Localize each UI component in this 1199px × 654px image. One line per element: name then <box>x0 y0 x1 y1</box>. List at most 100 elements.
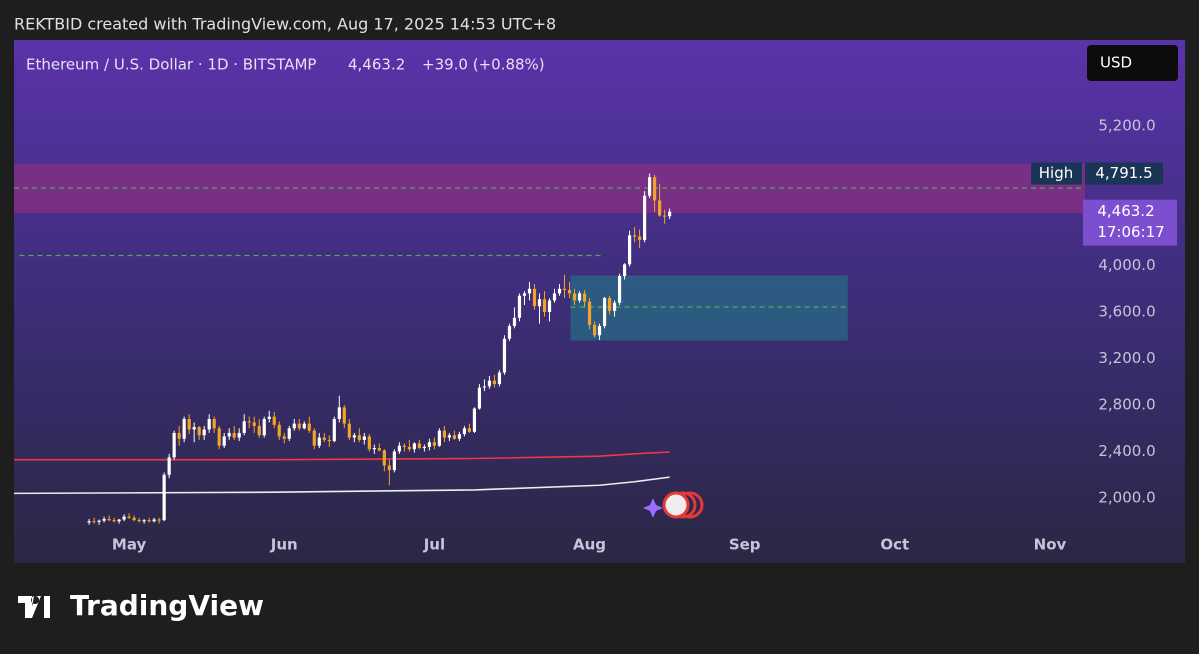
candle-body <box>227 432 231 437</box>
candle-body <box>457 434 462 439</box>
candle-body <box>232 432 236 438</box>
candle-body <box>202 429 206 436</box>
candle-body <box>417 443 421 449</box>
candle-body <box>582 293 587 302</box>
currency-label[interactable]: USD <box>1100 54 1132 72</box>
candle-body <box>222 436 226 446</box>
candle-body <box>642 195 647 240</box>
candle-body <box>587 301 592 325</box>
header-change: +39.0 (+0.88%) <box>422 56 545 74</box>
candle-body <box>352 435 356 438</box>
x-tick-label: Nov <box>1034 536 1067 554</box>
candle-body <box>312 430 316 446</box>
candle-body <box>282 436 286 439</box>
candle-body <box>557 288 562 294</box>
candle-body <box>532 288 537 307</box>
x-tick-label: Oct <box>880 536 909 554</box>
y-tick-label: 3,600.0 <box>1098 303 1155 321</box>
candle-body <box>297 423 301 429</box>
candle-body <box>452 435 457 439</box>
currency-button[interactable] <box>1087 45 1178 81</box>
candle-body <box>332 418 336 442</box>
candle-body <box>367 436 371 450</box>
candle-body <box>217 428 221 446</box>
candle-body <box>182 418 186 439</box>
candle-body <box>337 407 341 419</box>
attribution: REKTBID created with TradingView.com, Au… <box>14 15 556 34</box>
candle-body <box>663 215 667 217</box>
candle-body <box>482 386 487 388</box>
candle-body <box>612 302 617 311</box>
candle-body <box>92 521 96 523</box>
candle-body <box>627 235 632 265</box>
candle-body <box>632 235 637 237</box>
candle-body <box>647 177 652 196</box>
y-tick-label: 4,000.0 <box>1098 256 1155 274</box>
last-price: 4,463.2 <box>1097 202 1154 220</box>
y-tick-label: 2,800.0 <box>1098 396 1155 414</box>
candle-body <box>572 293 577 301</box>
candle-body <box>437 430 441 446</box>
y-tick-label: 2,000.0 <box>1098 489 1155 507</box>
candle-body <box>432 442 436 446</box>
candle-body <box>622 264 627 276</box>
candle-body <box>552 293 557 301</box>
candle-body <box>512 317 517 326</box>
candle-body <box>172 432 176 458</box>
candle-body <box>467 428 472 432</box>
candle-body <box>262 418 266 436</box>
candle-body <box>112 520 116 522</box>
brand-logo <box>18 596 50 618</box>
candle-body <box>442 430 447 438</box>
x-tick-label: Jul <box>423 536 445 554</box>
event-icon <box>643 491 704 519</box>
candle-body <box>602 298 607 326</box>
candle-body <box>537 299 542 307</box>
candle-body <box>377 448 381 451</box>
candle-body <box>372 448 376 450</box>
candle-body <box>157 519 161 521</box>
candle-body <box>142 520 146 522</box>
candle-body <box>397 445 401 452</box>
candle-body <box>137 520 141 522</box>
candle-body <box>167 457 171 475</box>
candle-body <box>658 200 662 216</box>
candle-body <box>597 325 602 336</box>
candle-body <box>117 519 121 522</box>
candle-body <box>302 423 306 429</box>
candle-body <box>497 372 502 385</box>
y-tick-label: 5,200.0 <box>1098 117 1155 135</box>
candle-body <box>462 428 467 435</box>
candle-body <box>277 424 281 437</box>
candle-body <box>327 439 331 442</box>
candle-body <box>542 299 547 313</box>
high-value: 4,791.5 <box>1095 164 1152 182</box>
brand: TradingView <box>70 589 264 622</box>
candle-body <box>242 421 246 433</box>
candle-body <box>502 338 507 373</box>
candle-body <box>607 298 612 311</box>
zone <box>570 275 848 341</box>
chart-title: Ethereum / U.S. Dollar · 1D · BITSTAMP <box>26 56 316 74</box>
candle-body <box>577 293 582 301</box>
candle-body <box>668 211 672 217</box>
x-tick-label: May <box>112 536 147 554</box>
candle-body <box>237 432 241 438</box>
candle-body <box>342 407 346 424</box>
moving-average <box>13 476 670 495</box>
y-tick-label: 2,400.0 <box>1098 442 1155 460</box>
candle-body <box>422 446 426 449</box>
candle-body <box>407 446 411 450</box>
x-tick-label: Aug <box>573 536 606 554</box>
candle-body <box>362 436 366 440</box>
moving-average <box>14 451 670 461</box>
candle-body <box>307 423 311 431</box>
candle-body <box>187 418 191 430</box>
header-price: 4,463.2 <box>348 56 405 74</box>
candle-body <box>102 518 106 521</box>
candle-body <box>107 518 111 521</box>
candle-body <box>267 416 271 419</box>
candle-body <box>212 418 216 429</box>
candle-body <box>472 408 477 432</box>
